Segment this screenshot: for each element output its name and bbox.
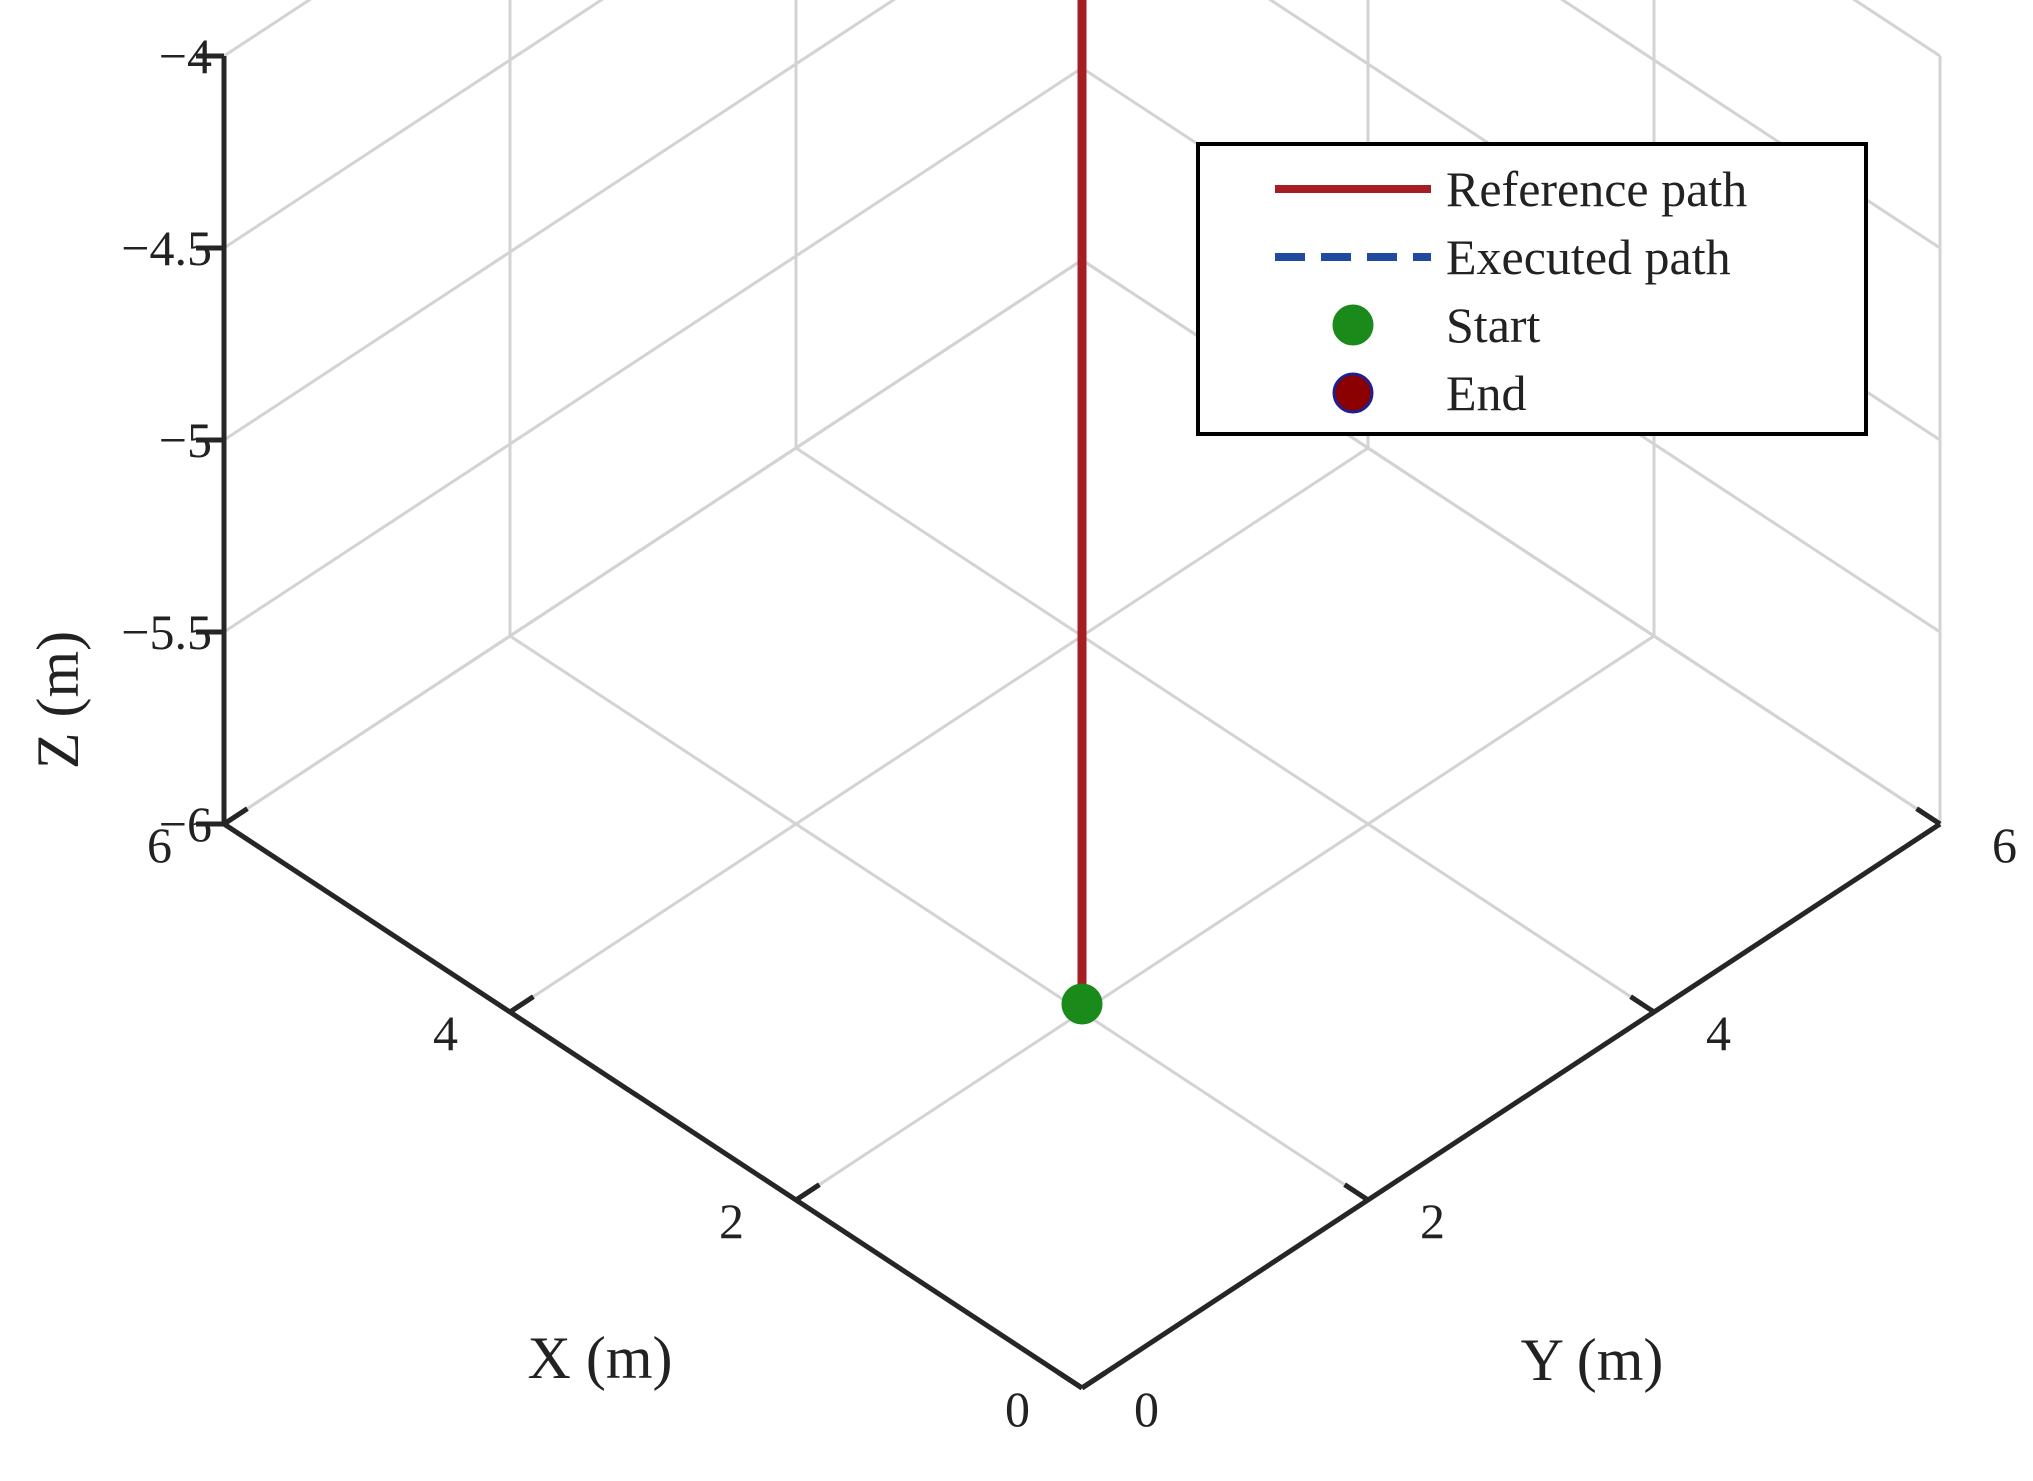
legend-swatch-start: [1332, 304, 1374, 346]
y-tick-mark: [1915, 806, 1942, 827]
x-tick-label: 4: [433, 1005, 458, 1061]
z-tick-label: −4: [159, 28, 212, 84]
x-tick-label: 2: [719, 1193, 744, 1249]
x-axis-line: [222, 821, 1084, 1391]
wall-x-grid-horizontal: [223, 258, 1083, 826]
y-axis-label: Y (m): [1521, 1327, 1664, 1393]
z-tick-label: −5.5: [121, 604, 212, 660]
tick-marks: [196, 53, 1942, 1391]
legend-label-reference-path: Reference path: [1446, 161, 1747, 217]
z-tick-label: −6: [159, 796, 212, 852]
y-tick-mark: [1057, 1370, 1084, 1391]
grid-lines: [222, 0, 1942, 1390]
y-tick-label: 2: [1420, 1193, 1445, 1249]
x-tick-label: 0: [1005, 1381, 1030, 1437]
x-tick-mark: [794, 1182, 821, 1203]
z-axis-label: Z (m): [25, 631, 91, 769]
y-axis-line: [1080, 821, 1942, 1391]
legend-items: Reference path Executed path Start End: [1275, 161, 1747, 421]
wall-x-grid-horizontal: [223, 0, 605, 250]
legend-swatch-end: [1332, 372, 1374, 414]
x-tick-label: 6: [147, 817, 172, 873]
start-marker: [1061, 983, 1103, 1025]
legend-label-end: End: [1446, 365, 1527, 421]
floor-grid-line-y: [509, 634, 1369, 1202]
y-tick-label: 4: [1706, 1005, 1731, 1061]
legend-label-executed-path: Executed path: [1446, 229, 1731, 285]
y-tick-mark: [1629, 994, 1656, 1015]
wall-x-grid-horizontal: [223, 0, 897, 442]
legend: Reference path Executed path Start End: [1196, 142, 1868, 436]
floor-grid-line-x: [795, 634, 1655, 1202]
y-tick-mark: [1343, 1182, 1370, 1203]
x-tick-mark: [222, 806, 249, 827]
legend-label-start: Start: [1446, 297, 1541, 353]
z-tick-label: −4.5: [121, 220, 212, 276]
wall-x-grid-horizontal: [223, 0, 312, 58]
y-tick-label: 0: [1134, 1381, 1159, 1437]
x-tick-mark: [508, 994, 535, 1015]
x-axis-label: X (m): [528, 1325, 673, 1391]
wall-x-grid-horizontal: [223, 66, 1083, 634]
z-tick-label: −5: [159, 412, 212, 468]
floor-grid-line-x: [509, 446, 1369, 1014]
y-tick-label: 6: [1992, 817, 2017, 873]
point-markers: [1061, 983, 1103, 1025]
x-tick-mark: [1080, 1370, 1107, 1391]
wall-y-grid-horizontal: [1852, 0, 1941, 58]
floor-grid-line-y: [795, 446, 1655, 1014]
